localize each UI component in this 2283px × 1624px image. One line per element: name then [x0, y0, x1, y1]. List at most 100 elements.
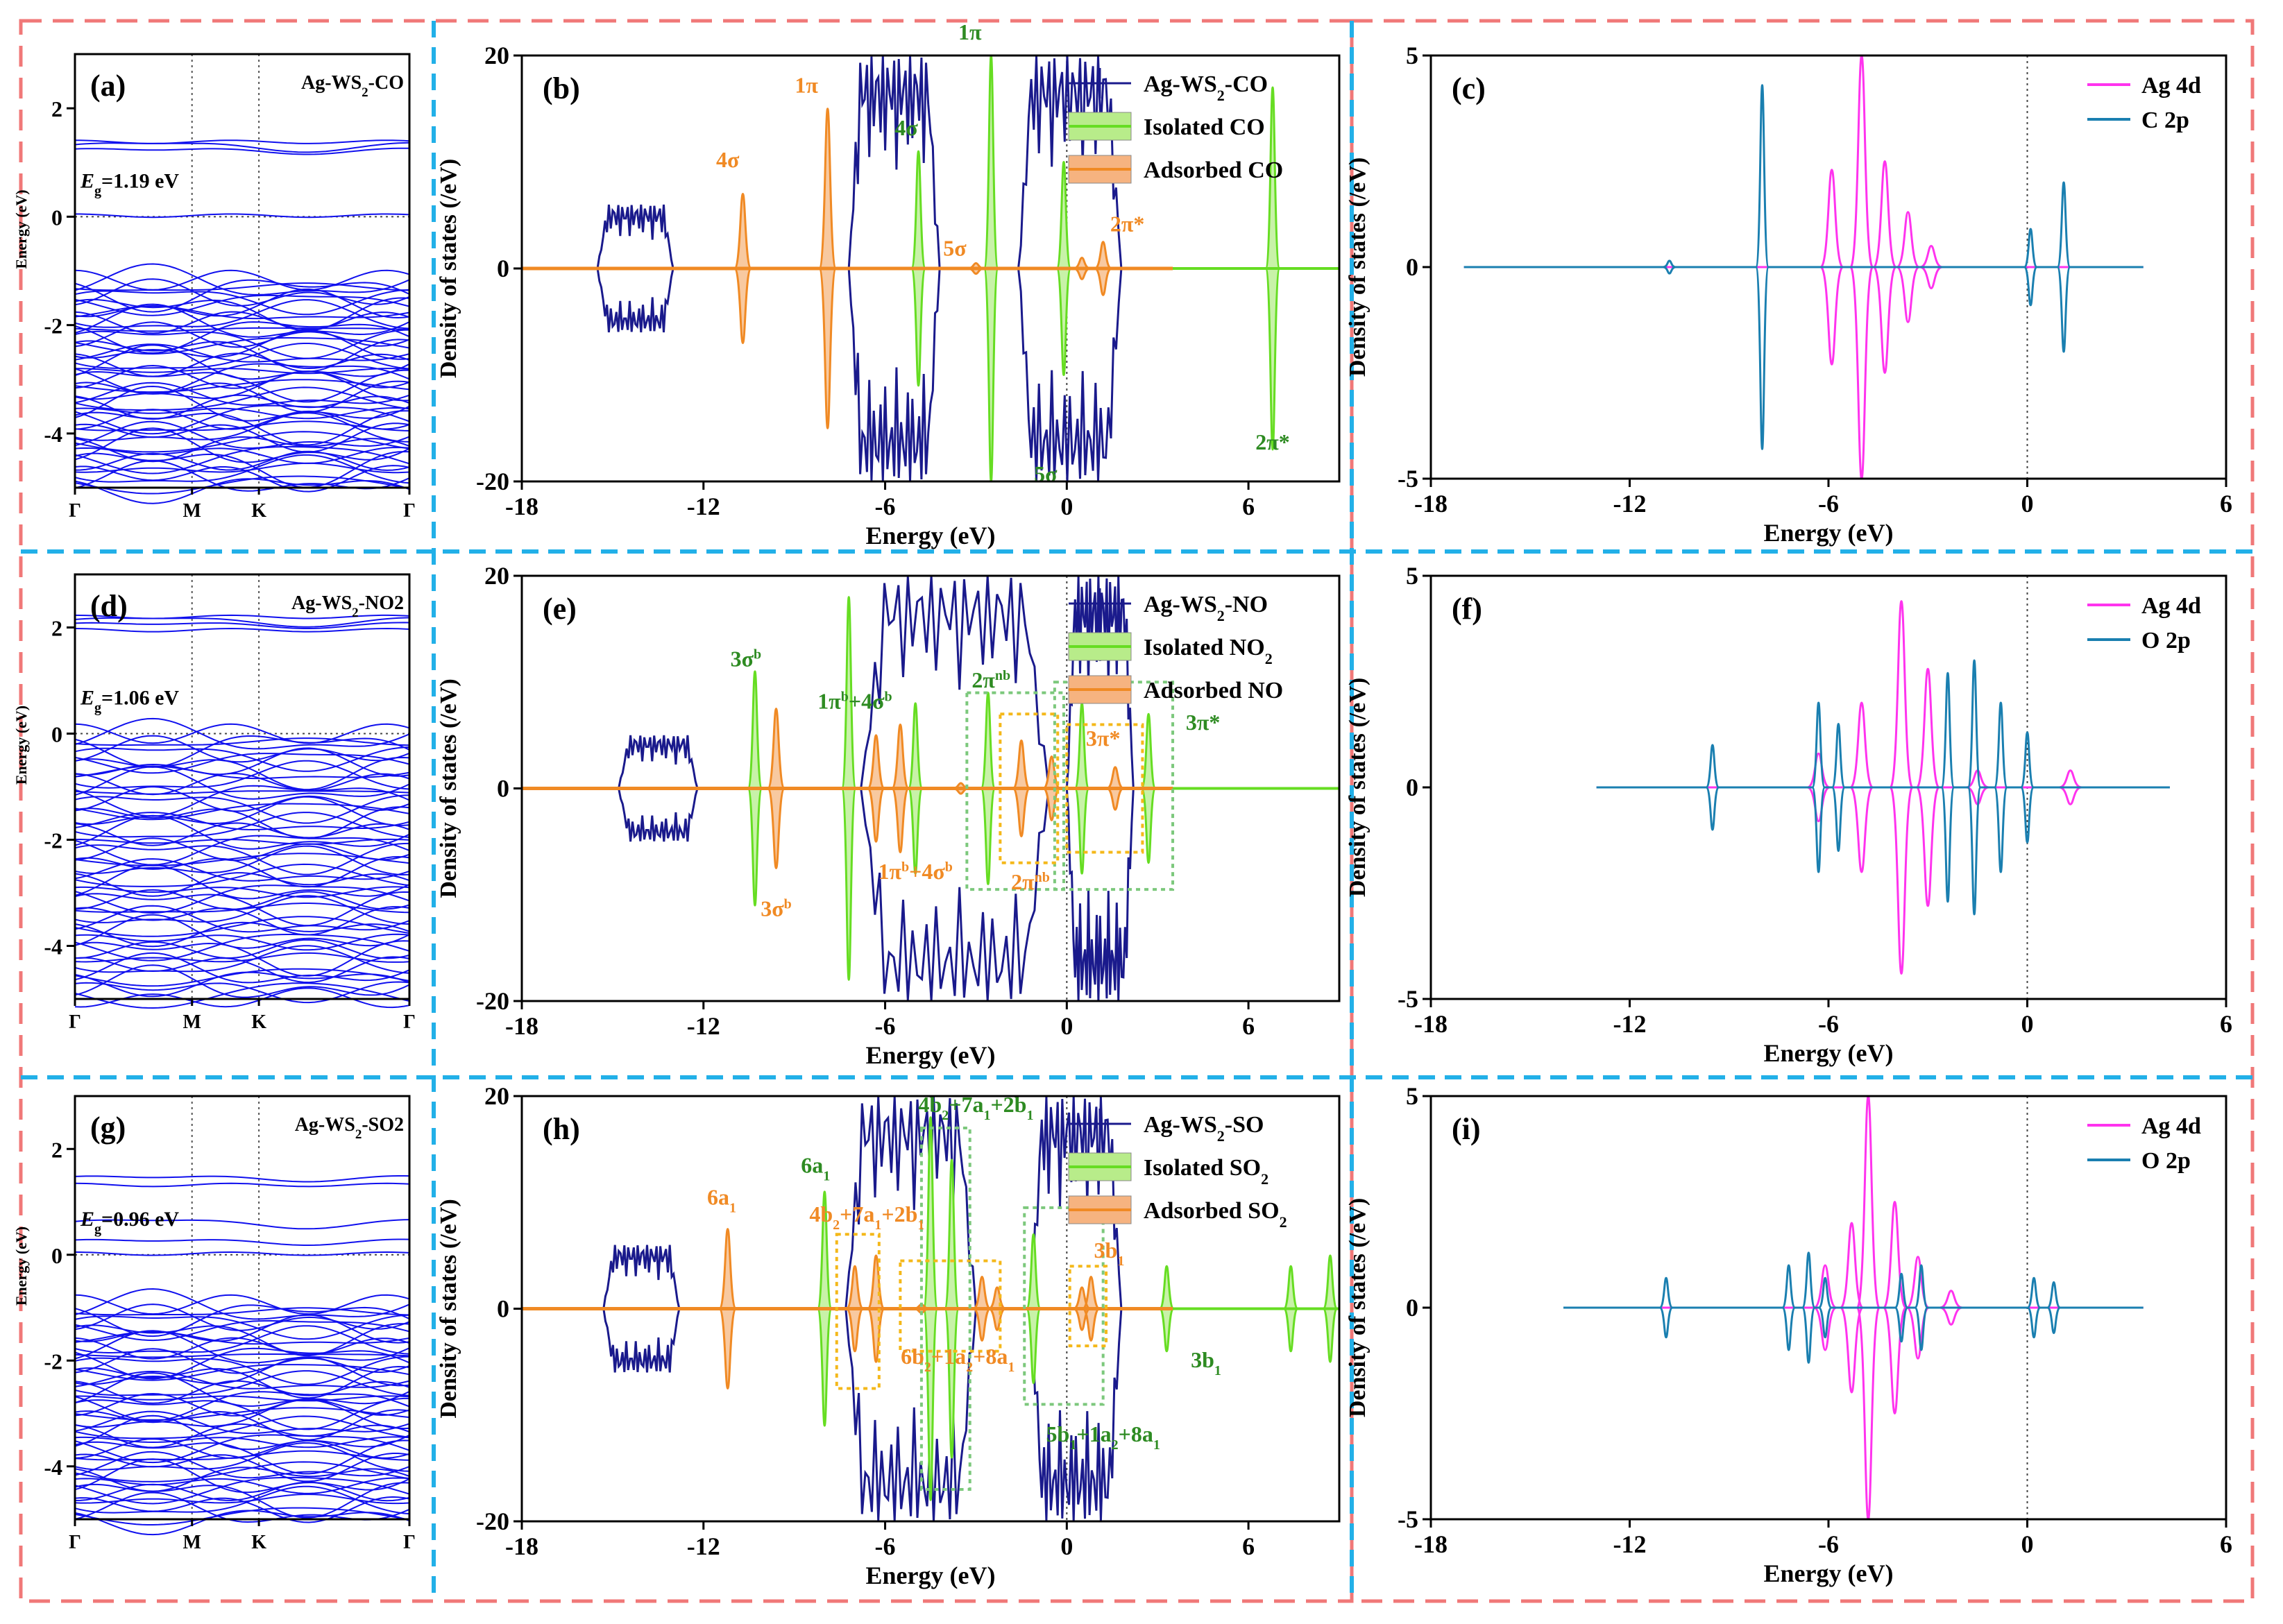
- x-tick-label: -18: [505, 1012, 538, 1040]
- panel-d: Γ M K Γ -4 -2 0 2 Energy (eV) (d) Ag-WS2-NO2 Eg=1.0…: [12, 573, 416, 1033]
- x-tick-label: 6: [1242, 493, 1255, 520]
- valence-band: [74, 1325, 410, 1355]
- valence-band: [74, 886, 410, 898]
- legend: Ag-WS2-SO Isolated SO2 Adsorbed SO2: [1068, 1109, 1287, 1231]
- legend-label: Ag-WS2-SO: [1144, 1112, 1264, 1145]
- valence-band: [74, 289, 410, 316]
- valence-band: [74, 1439, 410, 1475]
- legend-label: O 2p: [2141, 628, 2191, 653]
- total-dos-line: [836, 1308, 985, 1521]
- valence-band: [74, 1370, 410, 1390]
- y-tick-label: 5: [1406, 562, 1418, 590]
- legend-label: C 2p: [2141, 108, 2189, 133]
- k-point-label: Γ: [403, 1011, 416, 1033]
- orbital-annotation: 4b2+7a1+2b1: [809, 1202, 924, 1233]
- total-dos-line: [1009, 55, 1130, 270]
- valence-band: [74, 717, 410, 750]
- orbital-annotation: 4σ: [716, 147, 740, 172]
- valence-band: [74, 1436, 410, 1448]
- valence-band: [74, 1391, 410, 1422]
- total-dos-line: [840, 55, 949, 270]
- valence-band: [74, 952, 410, 984]
- orbital-annotation: 2π*: [1255, 429, 1290, 454]
- valence-band: [74, 420, 410, 450]
- panel-frames: [19, 19, 2255, 1603]
- isolated-peak: [816, 1116, 1339, 1310]
- valence-band: [74, 420, 410, 431]
- valence-band: [74, 956, 410, 984]
- valence-band: [74, 895, 410, 925]
- valence-band: [74, 412, 410, 443]
- total-dos-line: [851, 576, 1058, 789]
- y-tick-label: 0: [497, 1295, 509, 1323]
- y-tick-label: 2: [51, 616, 62, 641]
- panel-label: (i): [1452, 1112, 1481, 1146]
- adsorbed-peak: [767, 787, 1124, 869]
- total-dos-line: [1021, 1308, 1130, 1522]
- valence-band: [74, 1370, 410, 1396]
- k-point-label: Γ: [403, 1532, 416, 1553]
- x-tick-label: -12: [687, 1012, 720, 1040]
- valence-band: [74, 806, 410, 839]
- valence-band: [74, 465, 410, 493]
- highlight-box: [919, 1126, 971, 1491]
- y-tick-label: 5: [1406, 42, 1418, 69]
- orbital-annotation: 3π*: [1186, 710, 1221, 735]
- y-tick-label: 20: [484, 1082, 509, 1110]
- y-tick-label: -5: [1398, 1505, 1418, 1533]
- valence-band: [74, 1442, 410, 1472]
- valence-band: [74, 884, 410, 914]
- legend-label: Ag 4d: [2141, 1113, 2201, 1139]
- y-tick-label: 0: [497, 255, 509, 282]
- valence-band: [74, 812, 410, 838]
- x-axis-label: Energy (eV): [866, 1562, 996, 1589]
- conduction-band: [74, 622, 410, 629]
- orbital-2p-series-line: [1596, 659, 2170, 789]
- y-axis-label: Density of states (/eV): [436, 1199, 461, 1418]
- valence-band: [74, 1451, 410, 1479]
- x-tick-label: -6: [1818, 1530, 1839, 1558]
- y-tick-label: 0: [51, 722, 62, 747]
- y-tick-label: 2: [51, 96, 62, 121]
- highlight-box: [999, 712, 1060, 864]
- system-label: Ag-WS2-CO: [301, 72, 404, 100]
- valence-band: [74, 303, 410, 338]
- k-point-label: Γ: [69, 500, 81, 522]
- orbital-annotation: 6b2+1a2+8a1: [901, 1344, 1015, 1375]
- legend: Ag-WS2-NO Isolated NO2 Adsorbed NO: [1068, 588, 1283, 704]
- panel-b: 4σ 1π 5σ 2π* 1π 4σ 5σ 2π* Ag-WS2-CO Isolated CO Ad…: [436, 19, 1341, 549]
- ag-4d-series-line: [1596, 600, 2170, 789]
- valence-band: [74, 269, 410, 291]
- valence-band: [74, 427, 410, 463]
- valence-band: [74, 796, 410, 826]
- valence-band: [74, 327, 410, 332]
- x-tick-label: -12: [1613, 1010, 1647, 1038]
- legend: Ag 4d C 2p: [2087, 73, 2201, 133]
- band-gap-label: Eg=1.19 eV: [80, 169, 179, 198]
- k-point-label: Γ: [403, 500, 416, 522]
- adsorbed-peak: [733, 108, 1112, 270]
- panel-c: Ag 4d C 2p -18 -12 -6 0 6 -5 0 5 Energy (eV) Densit…: [1345, 42, 2232, 547]
- k-point-label: K: [251, 1532, 266, 1553]
- x-axis-label: Energy (eV): [866, 1041, 996, 1069]
- x-tick-label: -18: [505, 1532, 538, 1560]
- valence-band: [74, 1476, 410, 1505]
- valence-band: [74, 311, 410, 334]
- y-tick-label: 20: [484, 562, 509, 590]
- x-tick-label: -18: [505, 493, 538, 520]
- k-point-label: M: [183, 500, 201, 522]
- valence-band: [74, 981, 410, 1004]
- total-dos-line: [1058, 787, 1143, 1002]
- valence-band: [74, 916, 410, 937]
- valence-band: [74, 766, 410, 800]
- legend: Ag 4d O 2p: [2087, 1113, 2201, 1174]
- y-axis-label: Density of states (/eV): [436, 159, 461, 378]
- band-gap-label: Eg=0.96 eV: [80, 1208, 179, 1237]
- valence-band: [74, 1510, 410, 1536]
- x-tick-label: 0: [1060, 1012, 1073, 1040]
- conduction-band: [74, 1238, 410, 1246]
- valence-band: [74, 1304, 410, 1331]
- legend-label: Ag-WS2-NO: [1144, 592, 1268, 624]
- orbital-annotation: 6a1: [801, 1152, 830, 1183]
- y-tick-label: 0: [1406, 1294, 1418, 1322]
